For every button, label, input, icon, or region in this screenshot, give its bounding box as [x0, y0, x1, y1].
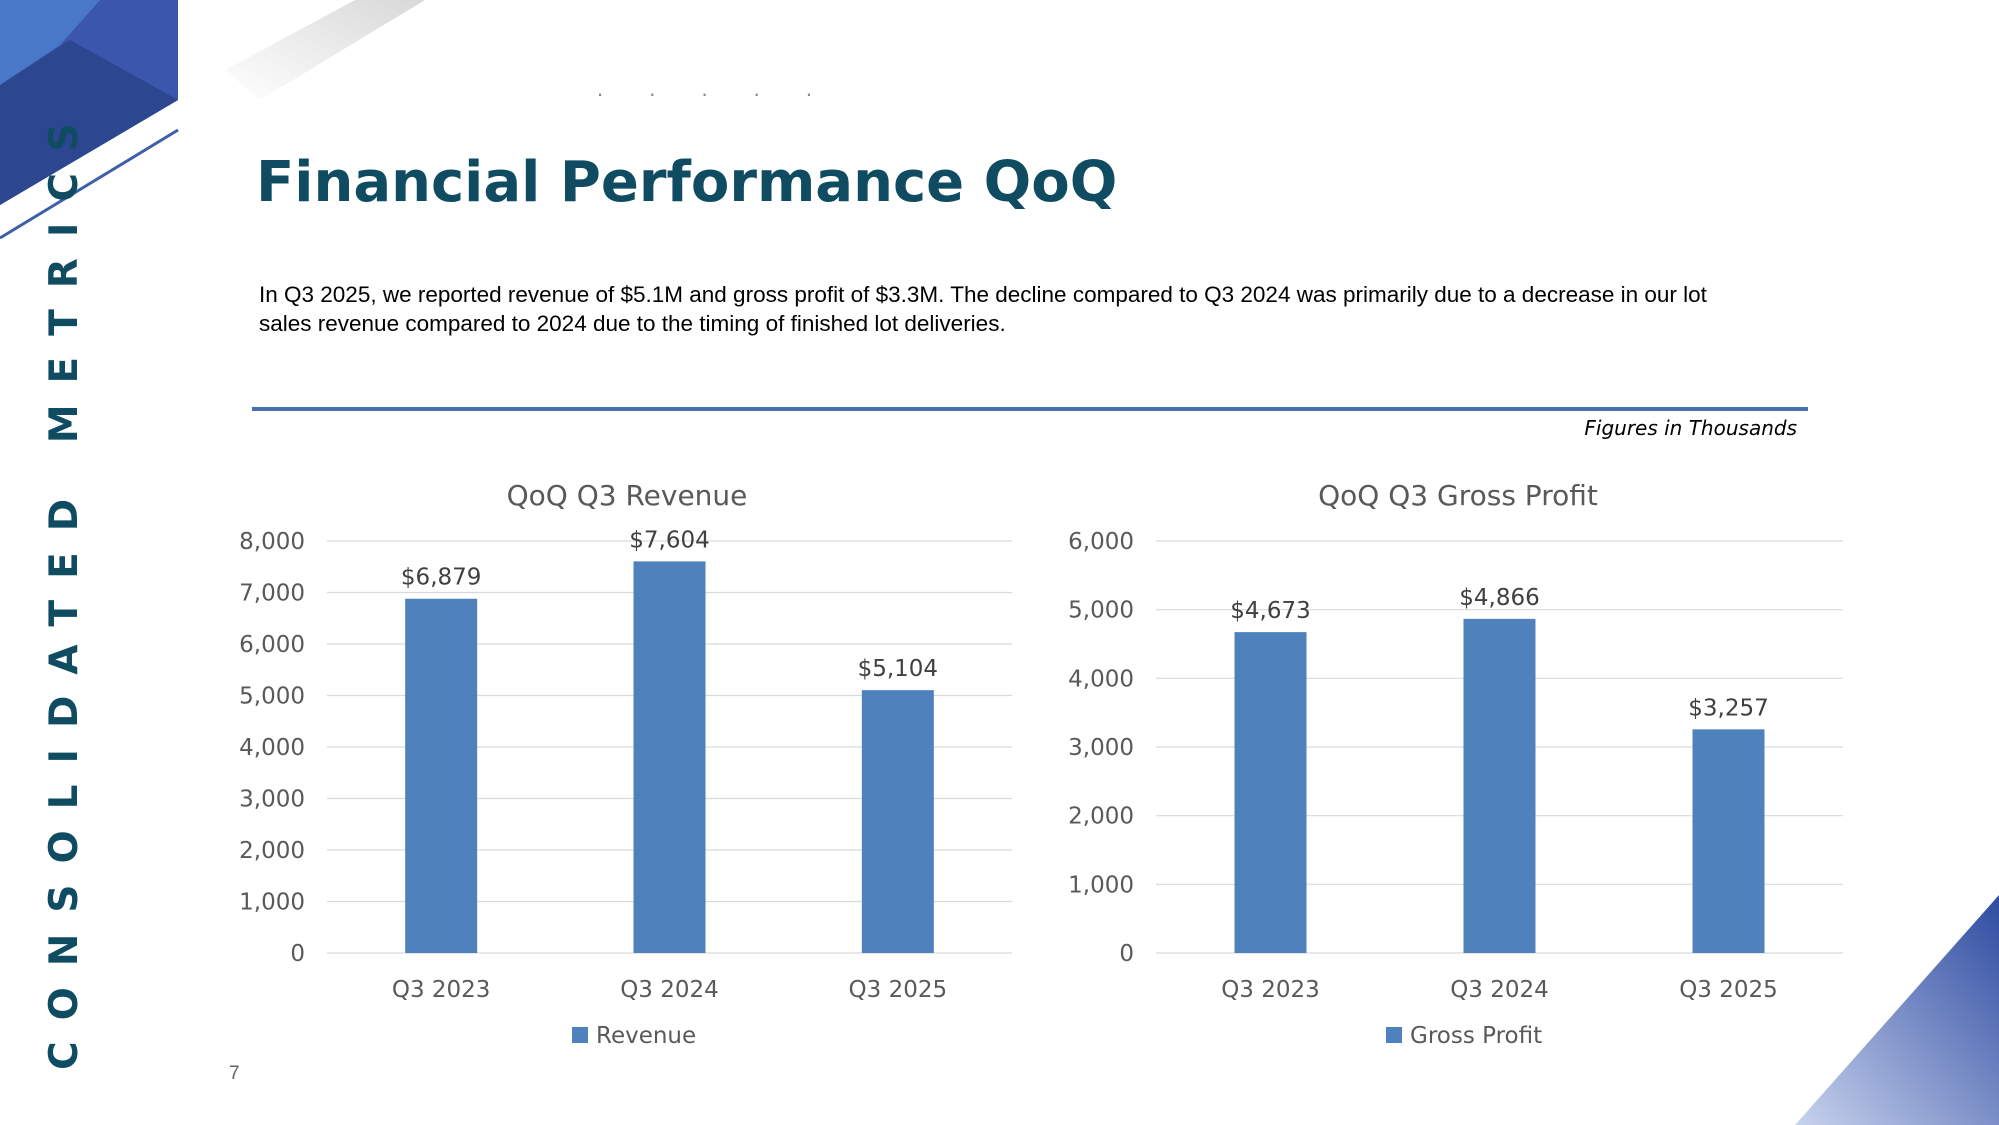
x-tick-label: Q3 2024: [1450, 977, 1549, 1003]
header-divider: [252, 407, 1808, 411]
y-tick-label: 0: [1119, 941, 1134, 967]
y-tick-label: 3,000: [1068, 735, 1134, 761]
bar: [1463, 618, 1536, 953]
bar: [1234, 632, 1307, 953]
bar: [405, 598, 478, 953]
bar: [1692, 729, 1765, 953]
y-tick-label: 6,000: [239, 632, 305, 658]
x-tick-label: Q3 2024: [620, 977, 719, 1003]
top-left-shape-light: [0, 0, 100, 85]
section-label: CONSOLIDATED METRICS: [42, 102, 87, 1070]
y-tick-label: 5,000: [239, 684, 305, 710]
bar: [633, 561, 706, 953]
y-tick-label: 5,000: [1068, 598, 1134, 624]
chart-title: QoQ Q3 Gross Profit: [1318, 479, 1598, 512]
revenue-chart-svg: QoQ Q3 Revenue 0 1,000 2,000 3,000 4,000 5,000…: [239, 479, 1012, 1049]
page-number: 7: [229, 1063, 240, 1084]
y-tick-label: 2,000: [1068, 804, 1134, 830]
decorative-dots: . . . . .: [597, 76, 833, 101]
y-tick-label: 1,000: [1068, 872, 1134, 898]
x-tick-label: Q3 2025: [1679, 977, 1778, 1003]
x-tick-label: Q3 2023: [392, 977, 491, 1003]
data-label: $4,673: [1230, 598, 1310, 624]
figures-note: Figures in Thousands: [1584, 416, 1797, 440]
legend-swatch: [572, 1027, 588, 1043]
revenue-chart: QoQ Q3 Revenue 0 1,000 2,000 3,000 4,000 5,000…: [220, 465, 1040, 1065]
y-tick-label: 0: [290, 941, 305, 967]
data-label: $5,104: [858, 656, 938, 682]
x-tick-label: Q3 2023: [1221, 977, 1320, 1003]
y-tick-label: 4,000: [239, 735, 305, 761]
data-label: $4,866: [1459, 585, 1539, 611]
page-title: Financial Performance QoQ: [256, 150, 1118, 215]
gross-profit-chart: QoQ Q3 Gross Profit 0 1,000 2,000 3,000 4,000…: [1040, 465, 1870, 1065]
gross-profit-chart-svg: QoQ Q3 Gross Profit 0 1,000 2,000 3,000 4,000…: [1068, 479, 1843, 1049]
legend-swatch: [1386, 1027, 1402, 1043]
data-label: $6,879: [401, 565, 481, 591]
legend-label: Revenue: [596, 1023, 696, 1049]
y-tick-label: 1,000: [239, 890, 305, 916]
chart-title: QoQ Q3 Revenue: [507, 479, 748, 512]
y-tick-label: 6,000: [1068, 529, 1134, 555]
y-tick-label: 3,000: [239, 787, 305, 813]
legend-label: Gross Profit: [1410, 1023, 1542, 1049]
y-tick-label: 4,000: [1068, 666, 1134, 692]
y-tick-label: 7,000: [239, 581, 305, 607]
top-fade-stripe: [225, 0, 425, 100]
y-tick-label: 2,000: [239, 838, 305, 864]
top-left-accent-line: [0, 128, 179, 240]
x-tick-label: Q3 2025: [849, 977, 948, 1003]
bottom-right-corner-shape: [1795, 895, 1999, 1125]
data-label: $3,257: [1688, 695, 1768, 721]
bar: [861, 690, 934, 953]
top-left-shape-dark: [0, 40, 178, 205]
description: In Q3 2025, we reported revenue of $5.1M…: [259, 282, 1707, 336]
y-tick-label: 8,000: [239, 529, 305, 555]
data-label: $7,604: [629, 527, 709, 553]
